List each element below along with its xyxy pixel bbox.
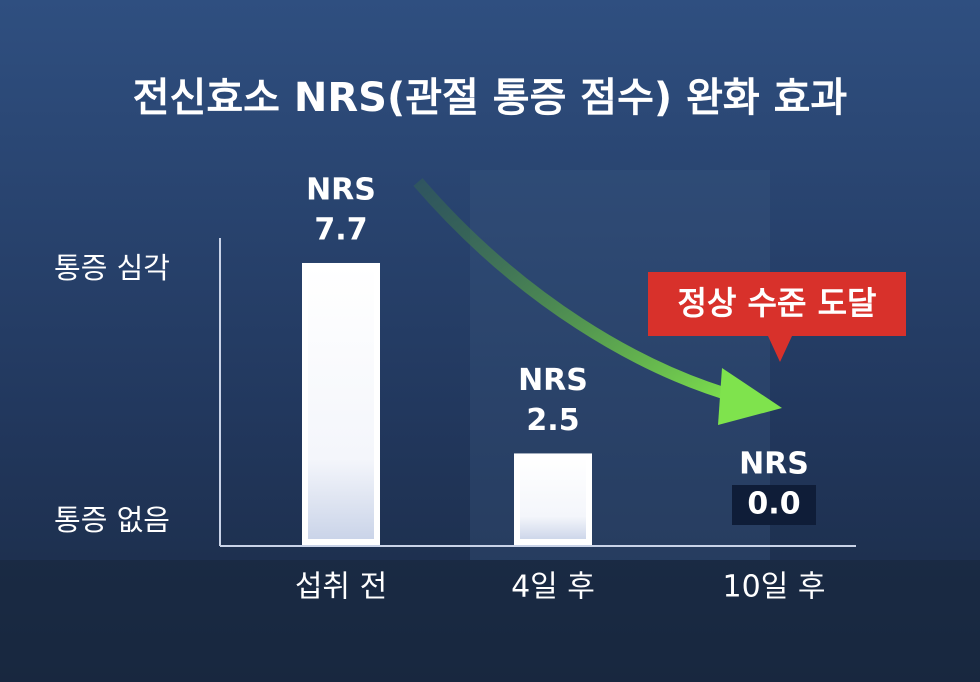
chart-title: 전신효소 NRS(관절 통증 점수) 완화 효과 [133, 75, 848, 121]
value-label-prefix: NRS [739, 447, 809, 482]
arrow-head [718, 368, 782, 425]
value-label-prefix: NRS [518, 363, 588, 398]
bar [302, 262, 380, 545]
trend-arrow [413, 178, 742, 404]
table-surface [0, 560, 980, 682]
y-annotation: 통증 없음 [54, 503, 170, 537]
value-label: 0.0 [747, 487, 800, 522]
callout-text: 정상 수준 도달 [678, 284, 877, 322]
x-tick-label: 4일 후 [511, 570, 595, 605]
value-label: 2.5 [526, 403, 579, 438]
value-label-prefix: NRS [306, 172, 376, 207]
x-tick-label: 섭취 전 [295, 570, 387, 605]
value-label: 7.7 [314, 212, 367, 247]
value-label-bg [732, 485, 816, 525]
callout: 정상 수준 도달 [648, 272, 906, 362]
bar [514, 453, 592, 545]
x-tick-label: 10일 후 [723, 570, 826, 605]
callout-box [648, 272, 906, 336]
y-annotation: 통증 심각 [54, 251, 170, 285]
callout-tail [768, 336, 792, 362]
